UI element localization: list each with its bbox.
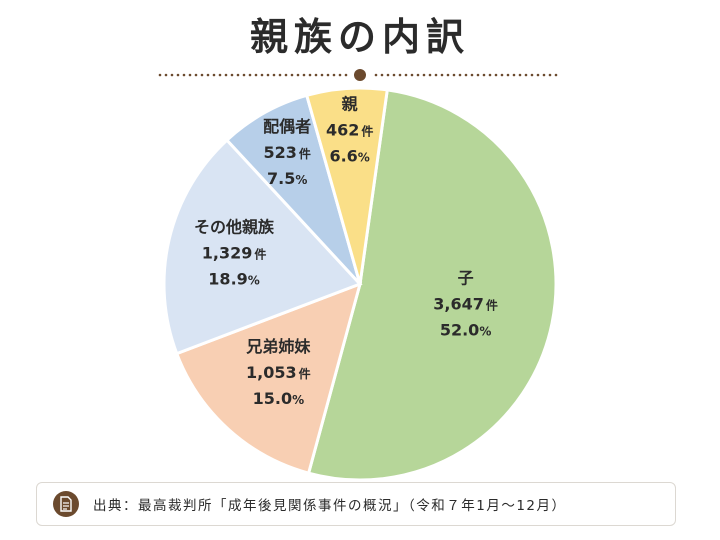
divider-dot (530, 73, 534, 77)
slice-percent: 18.9% (208, 269, 260, 288)
divider-dot (302, 73, 306, 77)
slice-percent: 6.6% (329, 146, 369, 165)
divider-dot (404, 73, 408, 77)
divider-dot (542, 73, 546, 77)
divider-dot (536, 73, 540, 77)
pie-slice (174, 281, 363, 475)
divider-dot (230, 73, 234, 77)
slice-label: 配偶者 (263, 117, 311, 136)
divider-dot (284, 73, 288, 77)
divider-dot (248, 73, 252, 77)
divider-dot (398, 73, 402, 77)
slice-label: 兄弟姉妹 (245, 337, 311, 356)
divider-dot (158, 73, 162, 77)
divider-dot (374, 73, 378, 77)
source-box: 出典：最高裁判所「成年後見関係事件の概況」（令和７年1月～12月） (36, 482, 676, 526)
divider-center-dot (354, 69, 366, 81)
divider-dot (518, 73, 522, 77)
pie-slice (306, 88, 558, 482)
divider-dot (386, 73, 390, 77)
divider-dot (218, 73, 222, 77)
divider-dot (266, 73, 270, 77)
divider-dot (548, 73, 552, 77)
divider-dot (446, 73, 450, 77)
divider-dot (314, 73, 318, 77)
divider-dot (188, 73, 192, 77)
divider-dot (272, 73, 276, 77)
divider-dot (278, 73, 282, 77)
divider-dot (500, 73, 504, 77)
divider-dot (458, 73, 462, 77)
slice-count: 1,329 件 (202, 243, 267, 262)
slice-count: 523 件 (263, 143, 310, 162)
divider-dot (242, 73, 246, 77)
slice-percent: 52.0% (440, 321, 492, 340)
divider-dot (512, 73, 516, 77)
divider-dot (170, 73, 174, 77)
divider-dot (410, 73, 414, 77)
divider-dot (554, 73, 558, 77)
divider-dot (338, 73, 342, 77)
divider-dot (254, 73, 258, 77)
divider-dot (494, 73, 498, 77)
divider-dot (260, 73, 264, 77)
divider-dot (296, 73, 300, 77)
divider-dot (164, 73, 168, 77)
divider-dot (524, 73, 528, 77)
pie-chart: 子 3,647 件 52.0% 兄弟姉妹 1,053 件 15.0% その他親族 1,329 件 18… (162, 86, 558, 482)
divider-dot (428, 73, 432, 77)
divider-dot (506, 73, 510, 77)
divider-dot (212, 73, 216, 77)
divider-dot (224, 73, 228, 77)
title-divider (158, 69, 558, 81)
slice-label: 子 (458, 269, 474, 288)
divider-dot (308, 73, 312, 77)
slice-label: 親 (342, 94, 358, 113)
divider-dot (200, 73, 204, 77)
slice-label: その他親族 (194, 217, 275, 236)
divider-dot (332, 73, 336, 77)
pie-slice (304, 86, 389, 285)
slice-count: 3,647 件 (433, 295, 498, 314)
divider-dot (392, 73, 396, 77)
divider-dot (326, 73, 330, 77)
divider-dot (236, 73, 240, 77)
page-title: 親族の内訳 (249, 15, 470, 59)
slice-percent: 15.0% (253, 389, 305, 408)
divider-dot (380, 73, 384, 77)
slice-count: 462 件 (326, 120, 373, 139)
divider-dot (488, 73, 492, 77)
divider-dot (440, 73, 444, 77)
divider-dot (482, 73, 486, 77)
divider-dot (434, 73, 438, 77)
divider-dot (194, 73, 198, 77)
divider-dot (476, 73, 480, 77)
divider-dot (206, 73, 210, 77)
pie-slice (162, 137, 363, 356)
divider-dot (470, 73, 474, 77)
source-text: 出典：最高裁判所「成年後見関係事件の概況」（令和７年1月～12月） (93, 498, 567, 514)
divider-dot (320, 73, 324, 77)
slice-count: 1,053 件 (246, 363, 311, 382)
divider-dot (416, 73, 420, 77)
divider-dot (422, 73, 426, 77)
divider-dot (182, 73, 186, 77)
divider-dot (290, 73, 294, 77)
divider-dot (464, 73, 468, 77)
divider-dot (452, 73, 456, 77)
divider-dot (344, 73, 348, 77)
document-icon (53, 491, 79, 517)
divider-dot (176, 73, 180, 77)
slice-percent: 7.5% (267, 169, 307, 188)
